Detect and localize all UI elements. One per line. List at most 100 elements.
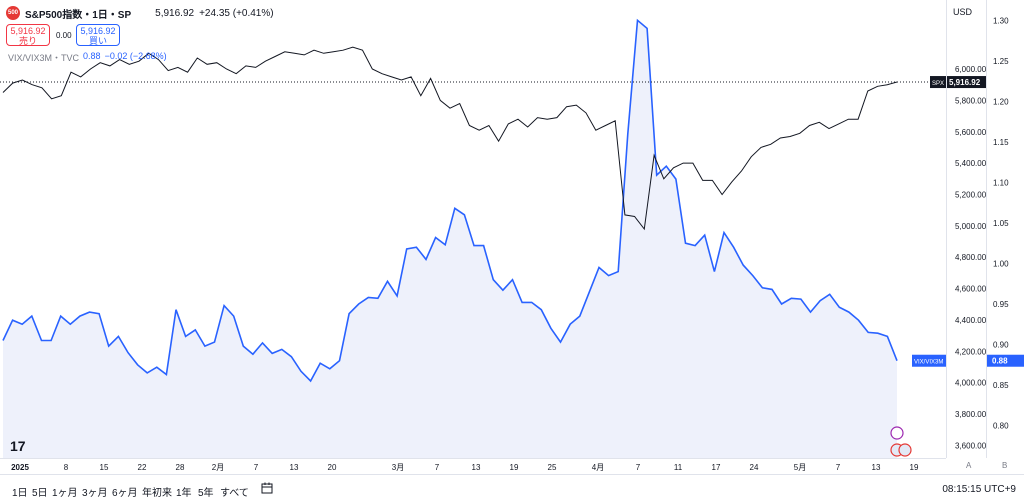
currency-label[interactable]: USD xyxy=(953,7,973,17)
ratio-tick-label: 0.90 xyxy=(993,341,1009,350)
time-tick-label: 13 xyxy=(872,463,881,472)
time-tick-label: 28 xyxy=(176,463,185,472)
range-button[interactable]: 5年 xyxy=(198,488,214,499)
time-axis-svg: 2025 8 15 22 28 2月 7 13 20 3月 7 13 19 25 4月 7 11 17 24 5月 7 1… xyxy=(11,463,919,472)
spx-value-label: 5,916.92 xyxy=(949,78,981,87)
price-tick-label: 4,000.00 xyxy=(955,379,986,388)
time-tick-label: 19 xyxy=(910,463,919,472)
range-button[interactable]: 1日 xyxy=(12,488,28,499)
time-tick-label: 2月 xyxy=(212,463,224,472)
symbol-title[interactable]: S&P500指数・1日・SP xyxy=(25,9,132,21)
vix-legend-change: −0.02 (−2.68%) xyxy=(104,51,167,61)
time-axis[interactable]: 2025 8 15 22 28 2月 7 13 20 3月 7 13 19 25 4月 7 11 17 24 5月 7 1… xyxy=(0,458,946,475)
range-button[interactable]: 3ヶ月 xyxy=(82,488,108,499)
price-tick-label: 5,600.00 xyxy=(955,128,986,137)
time-tick-label: 19 xyxy=(510,463,519,472)
vix-tag-label: VIX/VIX3M xyxy=(914,360,943,366)
axis-a-toggle[interactable]: A xyxy=(966,461,972,470)
ratio-tick-label: 0.80 xyxy=(993,422,1009,431)
vix-axis-tag: VIX/VIX3M xyxy=(912,354,946,367)
ratio-tick-label: 1.20 xyxy=(993,97,1009,106)
time-tick-label: 8 xyxy=(64,463,69,472)
spx-tag-bg xyxy=(930,76,946,89)
price-axis-svg: 6,000.00 5,800.00 5,600.00 5,400.00 5,200.00… xyxy=(947,65,987,450)
ratio-tick-label: 1.10 xyxy=(993,178,1009,187)
calendar-range-icon[interactable] xyxy=(260,481,274,498)
range-button[interactable]: 年初来 xyxy=(142,488,172,499)
time-tick-label: 17 xyxy=(712,463,721,472)
us-flag-marker-icon-2 xyxy=(898,443,912,457)
price-tick-label: 5,000.00 xyxy=(955,222,986,231)
plot-svg[interactable]: SPX VIX/VIX3M xyxy=(0,0,946,459)
ratio-tick-label: 0.95 xyxy=(993,300,1009,309)
ratio-tick-label: 1.05 xyxy=(993,219,1009,228)
vix-legend[interactable]: VIX/VIX3M・TVC 0.88 −0.02 (−2.68%) xyxy=(8,51,167,64)
price-tick-label: 3,600.00 xyxy=(955,441,986,450)
time-tick-label: 15 xyxy=(100,463,109,472)
price-tick-label: 4,800.00 xyxy=(955,253,986,262)
chart-area[interactable]: SPX VIX/VIX3M xyxy=(0,0,947,459)
vix-legend-name: VIX/VIX3M・TVC xyxy=(8,53,80,63)
ratio-tick-label: 1.25 xyxy=(993,57,1009,66)
bottom-toolbar: 1日 5日 1ヶ月 3ヶ月 6ヶ月 年初来 1年 5年 すべて 08:15:15 UTC+9 xyxy=(0,474,1024,504)
time-tick-label: 5月 xyxy=(794,463,806,472)
price-tick-label: 6,000.00 xyxy=(955,65,986,74)
range-button[interactable]: 1ヶ月 xyxy=(52,488,78,499)
price-tick-label: 5,400.00 xyxy=(955,159,986,168)
buy-price: 5,916.92 xyxy=(80,26,116,36)
price-tick-label: 4,200.00 xyxy=(955,347,986,356)
time-tick-label: 7 xyxy=(636,463,641,472)
vix-value-label: 0.88 xyxy=(992,357,1008,366)
time-tick-label: 7 xyxy=(254,463,259,472)
spx-value-bg xyxy=(947,76,986,89)
time-tick-label: 7 xyxy=(435,463,440,472)
range-button[interactable]: 6ヶ月 xyxy=(112,488,138,499)
range-button[interactable]: 5日 xyxy=(32,488,48,499)
sell-label: 売り xyxy=(18,36,37,46)
vix-line xyxy=(2,18,898,383)
time-tick-label: 13 xyxy=(290,463,299,472)
tradingview-logo-icon: 17 xyxy=(10,438,26,454)
time-tick-label: 25 xyxy=(548,463,557,472)
price-tick-label: 4,400.00 xyxy=(955,316,986,325)
ratio-tick-label: 0.85 xyxy=(993,381,1009,390)
ratio-tick-label: 1.00 xyxy=(993,259,1009,268)
price-tick-label: 4,600.00 xyxy=(955,285,986,294)
spx-tag-label: SPX xyxy=(932,81,944,87)
buy-button[interactable]: 5,916.92 買い xyxy=(76,24,120,46)
axis-b-toggle[interactable]: B xyxy=(1002,461,1008,470)
ratio-tick-label: 1.15 xyxy=(993,138,1009,147)
sell-price: 5,916.92 xyxy=(10,26,46,36)
event-markers xyxy=(890,426,912,457)
price-tick-label: 5,200.00 xyxy=(955,190,986,199)
vix-legend-value: 0.88 xyxy=(83,51,101,61)
earnings-marker-icon xyxy=(890,426,904,440)
price-axis-right[interactable]: 1.30 1.25 1.20 1.15 1.10 1.05 1.00 0.95 0.90 0.85… xyxy=(987,0,1024,458)
range-button[interactable]: 1年 xyxy=(176,488,192,499)
ratio-tick-label: 1.30 xyxy=(993,16,1009,25)
time-tick-label: 11 xyxy=(674,463,683,472)
clock-time[interactable]: 08:15:15 UTC+9 xyxy=(942,484,1016,495)
vix-area xyxy=(3,20,897,459)
time-tick-label: 7 xyxy=(836,463,841,472)
time-tick-label: 24 xyxy=(750,463,759,472)
spx-axis-tag: SPX xyxy=(930,76,946,89)
time-tick-label: 20 xyxy=(328,463,337,472)
time-tick-label: 4月 xyxy=(592,463,604,472)
sell-button[interactable]: 5,916.92 売り xyxy=(6,24,50,46)
spx-line xyxy=(2,46,898,231)
price-tick-label: 5,800.00 xyxy=(955,96,986,105)
price-axis-left[interactable]: 6,000.00 5,800.00 5,600.00 5,400.00 5,200.00… xyxy=(947,0,987,458)
vix-tag-bg xyxy=(912,354,946,367)
current-price: 5,916.92 xyxy=(155,7,195,19)
time-tick-label: 3月 xyxy=(392,463,404,472)
price-change: +24.35 (+0.41%) xyxy=(199,7,274,19)
ratio-axis-svg: 1.30 1.25 1.20 1.15 1.10 1.05 1.00 0.95 0.90 0.85… xyxy=(987,16,1024,431)
time-tick-label: 2025 xyxy=(11,463,29,472)
spx-badge-icon: 500 xyxy=(6,6,20,20)
price-tick-label: 3,800.00 xyxy=(955,410,986,419)
time-tick-label: 13 xyxy=(472,463,481,472)
vix-value-bg xyxy=(987,354,1024,367)
time-tick-label: 22 xyxy=(138,463,147,472)
range-button[interactable]: すべて xyxy=(220,488,249,499)
